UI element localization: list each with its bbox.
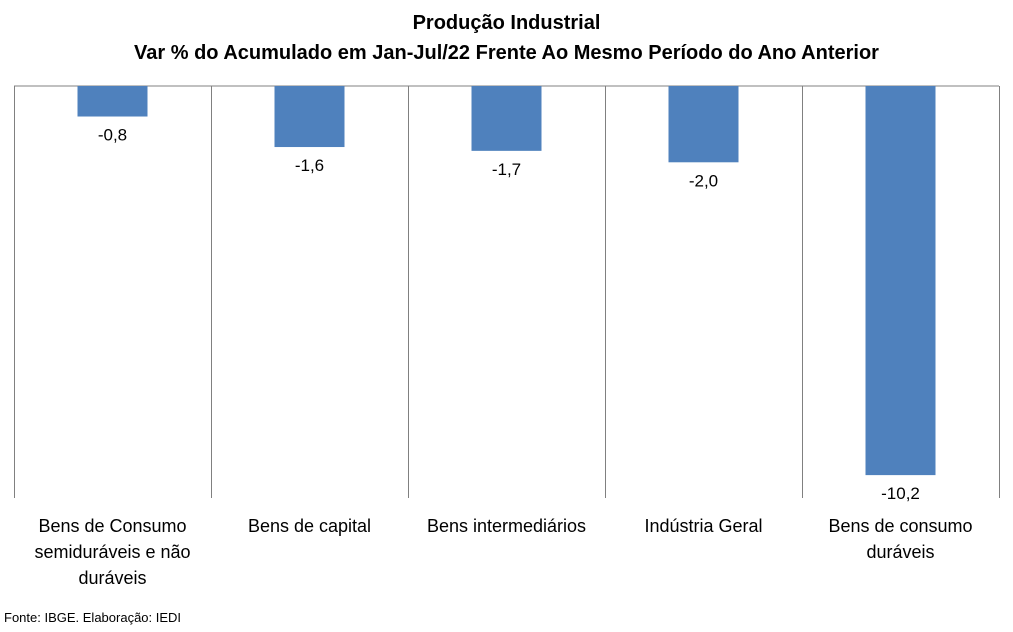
bar-5 <box>865 86 936 476</box>
data-label-2: -1,6 <box>295 156 324 175</box>
bar-1 <box>77 86 148 117</box>
bar-chart: -0,8 Bens de Consumo semiduráveis e não dur… <box>14 85 1000 588</box>
data-label-5: -10,2 <box>881 484 920 503</box>
plot-area: -0,8 Bens de Consumo semiduráveis e não dur… <box>14 85 1000 588</box>
category-label-1: Bens de Consumo semiduráveis e não durávei… <box>34 516 190 588</box>
chart-subtitle: Var % do Acumulado em Jan-Jul/22 Frente … <box>134 42 879 64</box>
bar-4 <box>668 86 739 163</box>
category-label-4: Indústria Geral <box>644 516 762 536</box>
data-label-3: -1,7 <box>492 160 521 179</box>
category-label-3: Bens intermediários <box>427 516 586 536</box>
chart-title: Produção Industrial <box>412 12 601 34</box>
data-label-4: -2,0 <box>689 171 718 190</box>
category-label-5: Bens de consumo duráveis <box>828 516 972 562</box>
bar-2 <box>274 86 345 148</box>
category-label-2: Bens de capital <box>248 516 371 536</box>
bar-3 <box>471 86 542 151</box>
source-note: Fonte: IBGE. Elaboração: IEDI <box>4 610 182 625</box>
data-label-1: -0,8 <box>98 126 127 145</box>
